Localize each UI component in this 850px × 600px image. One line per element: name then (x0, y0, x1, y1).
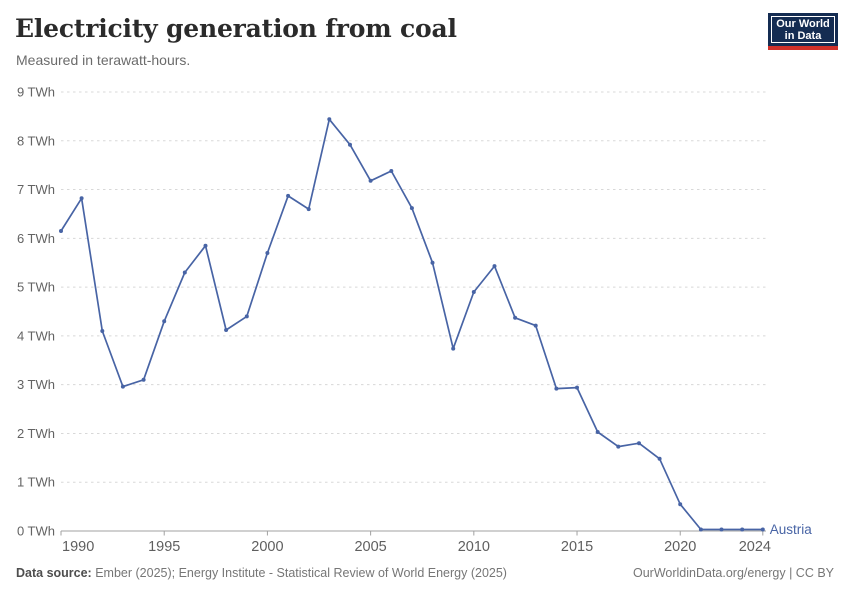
data-point-marker (244, 314, 249, 319)
data-point-marker (719, 527, 724, 532)
x-tick-label: 1990 (62, 539, 94, 555)
data-point-marker (224, 328, 229, 332)
page-title: Electricity generation from coal (15, 14, 457, 43)
data-point-marker (120, 384, 125, 389)
data-source-label: Data source: (16, 566, 92, 580)
chart-footer: Data source: Ember (2025); Energy Instit… (16, 566, 834, 580)
owid-logo-line2: in Data (784, 29, 822, 42)
x-tick-label: 2005 (354, 539, 386, 555)
data-point-marker (182, 270, 187, 275)
data-point-marker (430, 260, 435, 265)
x-tick-label: 2024 (739, 539, 771, 555)
y-tick-label: 7 TWh (17, 182, 55, 197)
data-point-marker (533, 323, 538, 328)
data-point-marker (698, 527, 703, 532)
x-tick-label: 2000 (251, 539, 283, 555)
data-point-marker (575, 385, 579, 390)
data-point-marker (451, 346, 456, 351)
data-point-marker (203, 243, 208, 248)
data-point-marker (740, 527, 745, 532)
y-tick-label: 4 TWh (17, 328, 55, 343)
entity-label: Austria (770, 522, 813, 537)
data-point-marker (409, 206, 414, 211)
owid-logo: Our World in Data (768, 13, 838, 50)
data-point-marker (348, 142, 352, 147)
y-tick-label: 5 TWh (17, 280, 55, 295)
y-tick-label: 0 TWh (17, 524, 55, 539)
owid-logo-line1: Our World (776, 17, 830, 30)
data-point-marker (595, 430, 600, 434)
data-point-marker (513, 315, 518, 320)
y-tick-label: 3 TWh (17, 377, 55, 392)
data-point-marker (162, 319, 167, 324)
chart-subtitle: Measured in terawatt-hours. (16, 52, 191, 68)
data-point-marker (554, 386, 559, 391)
data-source: Data source: Ember (2025); Energy Instit… (16, 566, 507, 580)
owid-logo-text: Our World in Data (771, 16, 835, 43)
data-point-marker (59, 229, 63, 233)
data-point-marker (678, 502, 683, 507)
x-tick-label: 2020 (664, 539, 696, 555)
data-point-marker (492, 264, 497, 269)
y-tick-label: 8 TWh (17, 133, 55, 148)
data-point-marker (306, 207, 311, 212)
y-tick-label: 6 TWh (17, 231, 55, 246)
y-tick-label: 2 TWh (17, 426, 55, 441)
data-point-marker (637, 441, 641, 446)
y-tick-label: 9 TWh (17, 85, 55, 100)
data-point-marker (286, 193, 291, 198)
series-line (60, 118, 764, 531)
data-point-marker (471, 290, 476, 294)
data-point-marker (265, 251, 270, 255)
data-point-marker (79, 196, 84, 201)
data-source-text: Ember (2025); Energy Institute - Statist… (95, 566, 507, 580)
data-point-marker (327, 117, 332, 122)
data-point-marker (141, 377, 146, 382)
data-point-marker (760, 527, 765, 532)
data-point-marker (616, 444, 621, 449)
data-point-marker (389, 169, 394, 173)
data-point-marker (368, 178, 373, 183)
y-tick-label: 1 TWh (17, 475, 55, 490)
x-tick-label: 2015 (561, 539, 593, 555)
x-tick-label: 2010 (458, 539, 490, 555)
data-point-marker (100, 329, 105, 333)
data-point-marker (657, 456, 662, 461)
x-tick-label: 1995 (148, 539, 180, 555)
credit-text: OurWorldinData.org/energy | CC BY (632, 566, 834, 580)
